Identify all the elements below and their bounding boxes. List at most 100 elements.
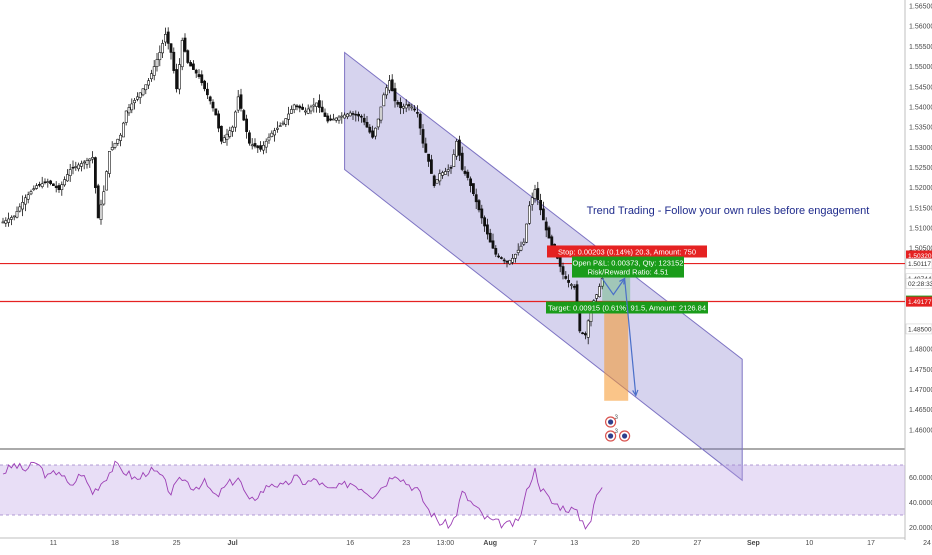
candlestick <box>326 113 330 124</box>
candle-body <box>292 104 296 110</box>
candlestick <box>124 110 128 126</box>
candlestick <box>522 238 526 247</box>
candlestick <box>37 181 41 188</box>
price-badge-bg <box>906 250 932 261</box>
candlestick <box>387 75 391 94</box>
candle-body <box>278 125 282 127</box>
candlestick <box>91 151 95 164</box>
candlestick <box>51 183 55 187</box>
candlestick <box>466 169 470 181</box>
date-tick-label: 18 <box>111 540 119 547</box>
candle-body <box>357 113 361 117</box>
candlestick <box>396 100 400 108</box>
candlestick <box>407 101 411 111</box>
candlestick <box>345 112 349 120</box>
candle-body <box>57 185 61 190</box>
candlestick <box>239 88 243 112</box>
candle-body <box>259 145 263 150</box>
candle-body <box>32 188 36 190</box>
price-tick-label: 1.50500 <box>909 246 932 253</box>
candle-body <box>317 100 321 108</box>
candlestick <box>99 199 103 225</box>
candle-body <box>284 118 288 125</box>
rsi-panel <box>0 460 905 530</box>
candlestick <box>337 115 341 124</box>
projection-arrow <box>601 278 626 296</box>
candle-body <box>231 126 235 132</box>
candle-body <box>505 260 509 263</box>
price-tick-label: 1.47500 <box>909 367 932 374</box>
candle-body <box>452 154 456 167</box>
candlestick <box>152 60 156 81</box>
arrow-head <box>619 277 626 285</box>
candle-body <box>281 122 285 125</box>
candle-body <box>94 157 97 188</box>
candle-body <box>595 294 599 299</box>
candlestick <box>474 188 478 209</box>
candlestick <box>133 97 137 110</box>
candlestick <box>63 176 67 187</box>
candle-body <box>133 100 137 104</box>
candlestick <box>40 176 44 189</box>
candle-body <box>4 220 8 224</box>
candlestick <box>32 185 36 192</box>
candle-body <box>253 143 257 147</box>
candlestick <box>127 103 131 116</box>
candlestick <box>180 37 184 71</box>
candle-body <box>166 31 170 44</box>
candle-body <box>152 66 156 76</box>
candle-body <box>527 205 531 224</box>
candle-body <box>124 110 128 123</box>
candle-body <box>175 69 179 90</box>
candle-body <box>371 130 375 138</box>
candlestick <box>359 114 363 123</box>
candle-body <box>91 157 95 160</box>
candlestick <box>460 146 464 172</box>
candle-body <box>337 116 341 121</box>
target-extension-zone <box>604 301 629 401</box>
candlestick <box>368 124 372 134</box>
candle-body <box>494 248 498 255</box>
candle-body <box>586 320 590 338</box>
candlestick <box>351 111 355 120</box>
candlestick <box>225 128 229 146</box>
candle-body <box>147 80 151 86</box>
candle-body <box>525 223 529 243</box>
candle-body <box>457 139 461 156</box>
candlestick <box>415 105 419 118</box>
candlestick <box>74 161 78 171</box>
candlestick <box>382 92 386 107</box>
candle-body <box>597 286 601 298</box>
candlestick <box>301 103 305 111</box>
price-badge-bg <box>905 278 932 290</box>
candlestick <box>183 33 187 53</box>
candle-body <box>407 104 411 107</box>
pnl-label-bg <box>572 256 684 278</box>
rsi-tick-label: 20.0000 <box>909 525 932 532</box>
candlestick <box>203 79 207 92</box>
candlestick <box>536 181 540 206</box>
candle-body <box>26 194 30 200</box>
candlestick <box>228 126 232 139</box>
candlestick <box>35 183 39 190</box>
date-tick-label: 24 <box>923 540 931 547</box>
candlestick <box>413 105 417 112</box>
candlestick <box>329 114 333 122</box>
candlestick <box>379 106 383 124</box>
candlestick <box>446 164 450 177</box>
candle-body <box>37 184 41 186</box>
candle-body <box>541 208 545 221</box>
candlestick <box>516 243 520 256</box>
candle-body <box>49 180 53 184</box>
candlestick <box>178 58 181 95</box>
candlestick <box>586 319 590 345</box>
candle-body <box>401 106 405 109</box>
candle-body <box>85 160 89 165</box>
price-tick-label: 1.51000 <box>909 226 932 233</box>
candle-body <box>15 211 19 218</box>
candle-body <box>315 102 319 107</box>
candlestick <box>547 225 551 239</box>
candle-body <box>438 173 442 182</box>
candlestick <box>211 99 215 112</box>
